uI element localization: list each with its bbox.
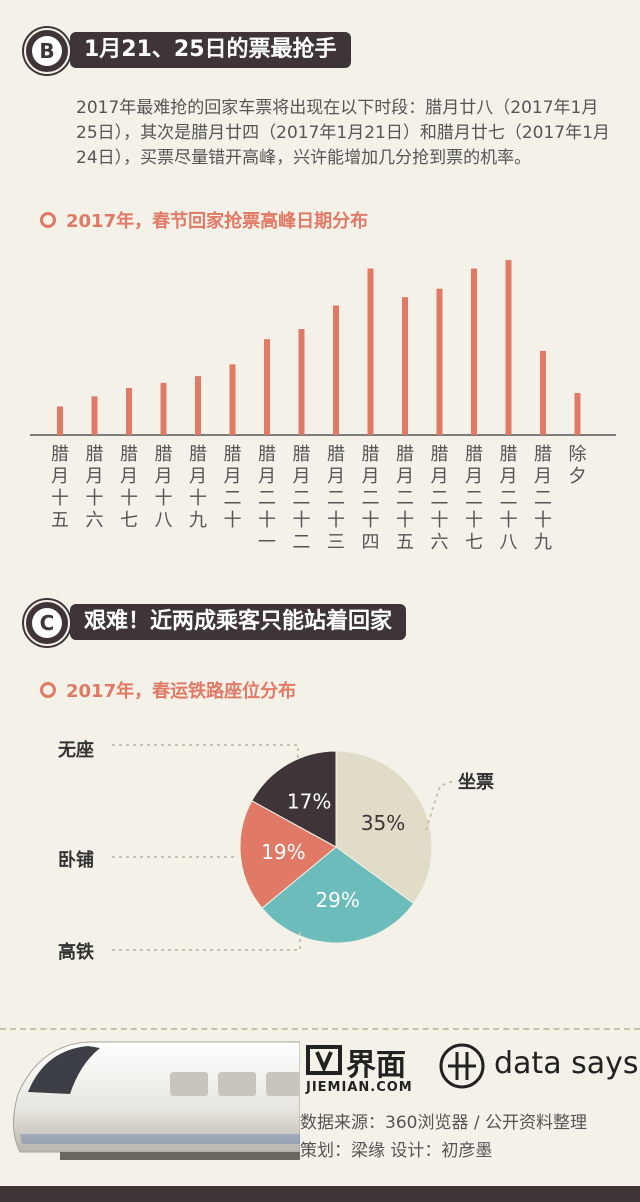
pie-percent-label: 35%: [361, 811, 405, 835]
leader-line-gaotie: [112, 928, 301, 951]
x-tick-label: 腊月十六: [85, 444, 104, 531]
x-tick-label: 腊月二十六: [430, 444, 449, 553]
bar-8: [333, 305, 339, 435]
pie-slice-0: [335, 750, 433, 905]
data-says-logo-icon: [439, 1043, 485, 1089]
pie-percent-label: 17%: [287, 790, 331, 814]
bar-0: [57, 406, 63, 435]
pie-category-label: 卧铺: [58, 850, 94, 871]
section-b-letter: B: [32, 36, 62, 66]
x-tick-label: 腊月二十: [223, 444, 242, 531]
bar-6: [264, 339, 270, 435]
pie-chart-title-text: 2017年，春运铁路座位分布: [66, 681, 297, 702]
section-c-letter: C: [32, 608, 62, 638]
bar-9: [367, 268, 374, 435]
pie-percent-label: 29%: [315, 888, 359, 912]
x-tick-label: 腊月二十七: [465, 444, 483, 553]
section-b-title: 1月21、25日的票最抢手: [70, 32, 351, 68]
bar-chart: [30, 260, 616, 436]
bar-5: [229, 364, 236, 435]
bar-2: [126, 387, 132, 435]
brand-data-says: data says: [494, 1046, 639, 1081]
pie-chart-title: 2017年，春运铁路座位分布: [40, 677, 296, 703]
bar-chart-title: 2017年，春节回家抢票高峰日期分布: [40, 207, 368, 233]
pie-category-label: 坐票: [458, 772, 494, 793]
bar-1: [91, 396, 98, 435]
x-tick-label: 腊月二十九: [534, 444, 552, 553]
x-tick-label: 腊月二十八: [499, 444, 518, 553]
leader-line-zuopiao: [425, 779, 457, 831]
x-tick-label: 腊月二十三: [327, 444, 345, 553]
bar-12: [471, 268, 477, 435]
pie-chart: 35% 29% 19% 17%: [112, 744, 457, 951]
bar-4: [195, 376, 201, 435]
pie-category-label: 高铁: [58, 942, 94, 963]
x-tick-label: 腊月十五: [51, 444, 69, 531]
pie-slice-1: [261, 846, 415, 944]
pie-category-label: 无座: [58, 740, 94, 761]
bar-14: [540, 350, 546, 435]
bar-10: [402, 297, 408, 435]
x-tick-label: 腊月十九: [189, 444, 207, 531]
credits: 策划：梁缘 设计：初彦墨: [300, 1141, 493, 1161]
x-tick-label: 除夕: [568, 444, 587, 487]
leader-line-wuzuo: [112, 744, 299, 760]
section-b-badge: B: [24, 28, 70, 74]
pie-slice-2: [239, 800, 337, 909]
x-tick-label: 腊月二十五: [396, 444, 414, 553]
intro-paragraph: 2017年最难抢的回家车票将出现在以下时段：腊月廿八（2017年1月25日），其…: [76, 98, 610, 168]
pie-percent-label: 19%: [261, 840, 305, 864]
data-source: 数据来源：360浏览器 / 公开资料整理: [300, 1113, 587, 1133]
bullet-icon: [40, 212, 56, 228]
bar-13: [505, 260, 512, 435]
bar-15: [574, 392, 581, 435]
x-tick-label: 腊月二十四: [361, 444, 380, 553]
section-c-title: 艰难！近两成乘客只能站着回家: [70, 604, 407, 640]
x-tick-label: 腊月十八: [154, 444, 173, 531]
bar-11: [436, 288, 443, 435]
bar-3: [160, 382, 167, 435]
x-tick-label: 腊月二十一: [258, 444, 276, 553]
jiemian-logo-icon: [306, 1045, 342, 1075]
bar-7: [298, 329, 305, 435]
brand-jiemian-cn: 界面: [346, 1048, 406, 1083]
train-illustration: [13, 1041, 300, 1160]
x-tick-label: 腊月二十二: [292, 444, 311, 553]
brand-jiemian-en: JIEMIAN.COM: [306, 1080, 413, 1095]
pie-slice-3: [251, 750, 337, 848]
bar-chart-title-text: 2017年，春节回家抢票高峰日期分布: [66, 211, 369, 232]
section-c-badge: C: [24, 600, 70, 646]
x-tick-label: 腊月十七: [120, 444, 138, 531]
bullet-icon: [40, 682, 56, 698]
bottom-bar: [0, 1186, 640, 1202]
footer-divider: [0, 1028, 640, 1030]
